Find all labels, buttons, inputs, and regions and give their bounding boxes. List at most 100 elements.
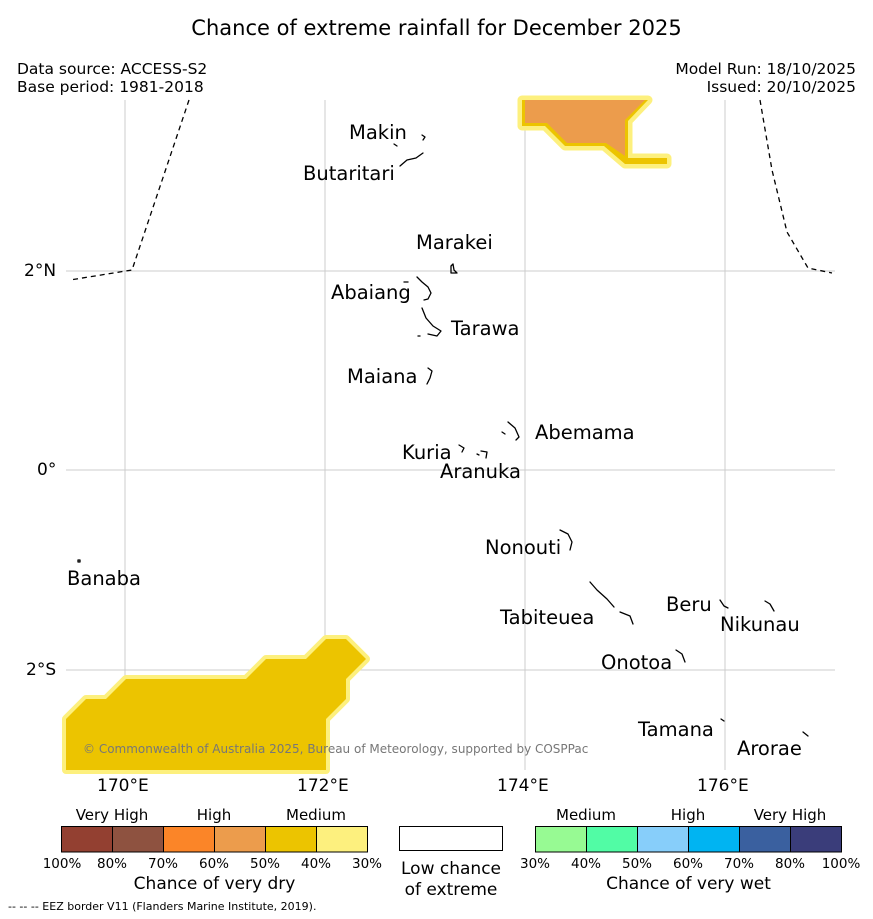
- lon-label-174e: 174°E: [497, 776, 549, 796]
- data-source: Data source: ACCESS-S2: [17, 60, 208, 78]
- wet-colorbar-swatch: [688, 826, 740, 853]
- wet-tick: 50%: [621, 856, 652, 872]
- dry-region-north-high: [525, 100, 645, 156]
- island-outlines: [77, 134, 809, 737]
- island-tamana: [720, 718, 725, 722]
- place-label-banaba: Banaba: [67, 567, 141, 590]
- wet-category-very-high: Very High: [753, 806, 827, 824]
- island-onotoa: [675, 649, 686, 663]
- eez-borders: [69, 99, 833, 281]
- lat-label-equator: 0°: [37, 460, 57, 480]
- place-label-maiana: Maiana: [347, 365, 418, 388]
- island-abemama: [507, 421, 520, 441]
- map-gridlines: [66, 100, 835, 770]
- dry-category-high: High: [196, 806, 232, 824]
- dry-colorbar-swatch: [214, 826, 266, 853]
- island-aranuka-islet: [476, 453, 480, 456]
- place-label-tarawa: Tarawa: [451, 317, 520, 340]
- dry-colorbar: [61, 826, 368, 853]
- wet-category-high: High: [670, 806, 706, 824]
- lat-label-2n: 2°N: [24, 261, 57, 281]
- lon-label-170e: 170°E: [97, 776, 149, 796]
- island-tabiteuea-south: [619, 611, 634, 625]
- dry-tick: 100%: [42, 856, 82, 872]
- place-label-onotoa: Onotoa: [601, 651, 673, 674]
- wet-tick: 70%: [723, 856, 754, 872]
- lon-label-172e: 172°E: [297, 776, 349, 796]
- island-makin-islet: [393, 143, 398, 147]
- low-chance-label-line1: Low chance: [401, 859, 501, 879]
- place-label-tamana: Tamana: [638, 718, 714, 741]
- eez-border-west: [69, 99, 190, 281]
- wet-colorbar-swatch: [739, 826, 791, 853]
- model-run: Model Run: 18/10/2025: [675, 60, 856, 78]
- dry-tick: 30%: [351, 856, 382, 872]
- place-label-nikunau: Nikunau: [720, 613, 800, 636]
- place-label-marakei: Marakei: [416, 231, 493, 254]
- dry-tick: 60%: [198, 856, 229, 872]
- island-marakei: [450, 263, 458, 274]
- dry-tick: 40%: [300, 856, 331, 872]
- eez-border-east: [759, 99, 833, 274]
- dry-colorbar-title: Chance of very dry: [133, 874, 296, 894]
- wet-tick: 100%: [821, 856, 861, 872]
- island-butaritari: [399, 152, 424, 167]
- island-tabiteuea-north: [589, 581, 615, 608]
- place-label-tabiteuea: Tabiteuea: [500, 606, 595, 629]
- dry-tick: 50%: [249, 856, 280, 872]
- island-aranuka: [480, 450, 488, 459]
- island-nonouti: [559, 529, 573, 551]
- copyright-notice: © Commonwealth of Australia 2025, Bureau…: [83, 742, 589, 756]
- island-kuria: [458, 444, 465, 453]
- dry-colorbar-swatch: [316, 826, 368, 853]
- island-beru: [719, 599, 729, 609]
- wet-colorbar-title: Chance of very wet: [606, 874, 771, 894]
- dry-tick: 70%: [147, 856, 178, 872]
- dry-tick: 80%: [96, 856, 127, 872]
- island-banaba: [77, 559, 81, 563]
- dry-colorbar-swatch: [265, 826, 317, 853]
- wet-category-medium: Medium: [556, 806, 616, 824]
- wet-tick: 40%: [570, 856, 601, 872]
- wet-colorbar-swatch: [586, 826, 638, 853]
- wet-tick: 80%: [774, 856, 805, 872]
- wet-colorbar-swatch: [637, 826, 689, 853]
- island-makin: [421, 134, 426, 141]
- dry-category-medium: Medium: [286, 806, 346, 824]
- eez-source-note: -- -- -- EEZ border V11 (Flanders Marine…: [8, 900, 317, 913]
- place-label-makin: Makin: [349, 121, 407, 144]
- dry-region-south-medium: [66, 639, 366, 770]
- wet-colorbar-swatch: [790, 826, 842, 853]
- place-label-kuria: Kuria: [402, 441, 452, 464]
- base-period: Base period: 1981-2018: [17, 78, 204, 96]
- dry-category-very-high: Very High: [75, 806, 149, 824]
- island-tarawa: [421, 307, 442, 337]
- place-label-butaritari: Butaritari: [303, 162, 395, 185]
- place-label-abaiang: Abaiang: [331, 281, 411, 304]
- wet-tick: 60%: [672, 856, 703, 872]
- low-chance-swatch: [399, 826, 503, 851]
- island-abemama-islet: [501, 431, 506, 435]
- island-nikunau: [764, 600, 775, 612]
- low-chance-label-line2: of extreme: [404, 880, 498, 900]
- place-label-abemama: Abemama: [535, 421, 635, 444]
- lon-label-176e: 176°E: [697, 776, 749, 796]
- place-label-nonouti: Nonouti: [485, 536, 562, 559]
- dry-colorbar-swatch: [112, 826, 164, 853]
- place-label-aranuka: Aranuka: [440, 460, 521, 483]
- place-label-beru: Beru: [666, 593, 712, 616]
- dry-colorbar-swatch: [61, 826, 113, 853]
- island-maiana: [426, 367, 433, 385]
- dry-region-north: [517, 95, 672, 169]
- lat-label-2s: 2°S: [26, 660, 57, 680]
- wet-colorbar: [535, 826, 842, 853]
- wet-tick: 30%: [519, 856, 550, 872]
- dry-region-south: [62, 635, 370, 774]
- island-abaiang: [416, 276, 432, 301]
- wet-colorbar-swatch: [535, 826, 587, 853]
- place-label-arorae: Arorae: [737, 737, 802, 760]
- island-arorae: [802, 731, 809, 737]
- map-title: Chance of extreme rainfall for December …: [191, 16, 682, 40]
- issued-date: Issued: 20/10/2025: [706, 78, 856, 96]
